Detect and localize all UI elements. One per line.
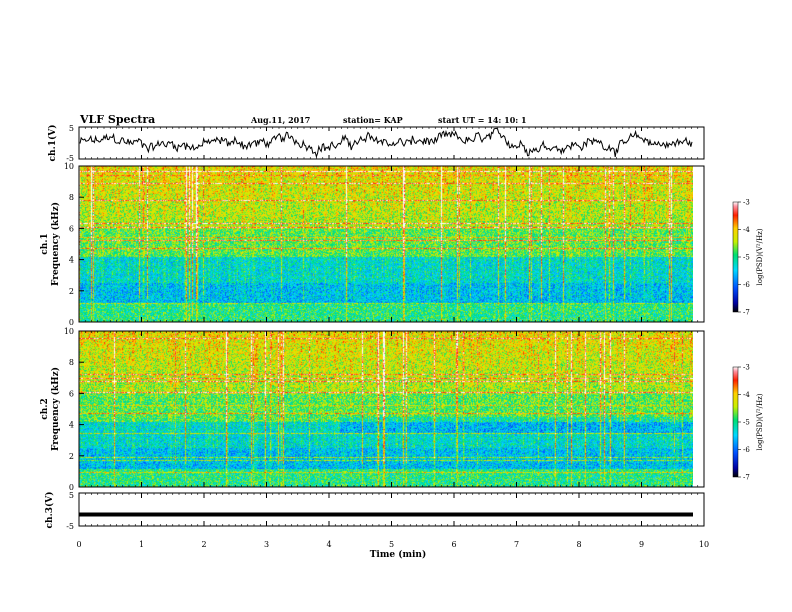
ch2-spectrogram-image: [79, 331, 693, 487]
x-tick-label: 2: [201, 540, 206, 549]
ch3-waveform-ylabel: ch.3(V): [44, 492, 55, 529]
x-tick-label: 6: [451, 540, 456, 549]
x-tick-label: 3: [264, 540, 269, 549]
ch1-spectrogram-channel-label: ch.1: [40, 233, 50, 254]
colorbar-tick-label: -6: [743, 281, 750, 289]
ch1-spectrogram-image: [79, 166, 693, 322]
ch1-waveform-line: [79, 127, 693, 159]
freq-tick-label: 4: [69, 421, 74, 430]
ch2-spectrogram-ylabel: Frequency (kHz): [50, 367, 61, 451]
freq-tick-label: 6: [69, 389, 74, 398]
freq-tick-label: 0: [69, 318, 74, 327]
colorbar-tick-label: -4: [743, 391, 750, 399]
spec1-raster: [79, 166, 693, 322]
station-label: station= KAP: [343, 115, 403, 125]
ch1-spectrogram-panel: ch.1 Frequency (kHz) 0 2 4 6 8 10: [40, 162, 705, 327]
ch1-ytick-bottom: -5: [66, 154, 74, 163]
freq-tick-label: 6: [69, 224, 74, 233]
ch3-waveform-panel: 5 -5 ch.3(V): [44, 491, 705, 531]
ch2-colorbar-label: log(PSD)(V²/Hz): [756, 393, 764, 450]
ch2-spectrogram-panel: ch.2 Frequency (kHz) 0 2 4 6 8 10: [40, 327, 705, 492]
ch2-spectrogram-channel-label: ch.2: [40, 398, 50, 419]
colorbar-tick-label: -5: [743, 254, 750, 262]
ch1-colorbar: -3 -4 -5 -6 -7 log(PSD)(V²/Hz): [732, 199, 764, 317]
x-tick-label: 0: [76, 540, 81, 549]
ch1-waveform-ylabel: ch.1(V): [47, 125, 58, 162]
freq-tick-label: 8: [69, 193, 74, 202]
x-tick-label: 8: [576, 540, 581, 549]
ch1-spectrogram-ylabel: Frequency (kHz): [50, 202, 61, 286]
x-tick-label: 4: [326, 540, 331, 549]
colorbar-tick-label: -3: [743, 199, 750, 207]
freq-tick-label: 0: [69, 483, 74, 492]
x-tick-label: 10: [699, 540, 709, 549]
colorbar-tick-label: -5: [743, 419, 750, 427]
x-axis: 0 1 2 3 4 5 6 7 8 9 10: [76, 127, 709, 549]
date-label: Aug.11, 2017: [250, 115, 310, 125]
x-tick-label: 9: [639, 540, 644, 549]
freq-tick-label: 2: [69, 287, 74, 296]
spec2-raster: [79, 331, 693, 487]
figure-title: VLF Spectra: [79, 113, 155, 126]
colorbar-tick-label: -7: [743, 474, 750, 482]
ch2-colorbar: -3 -4 -5 -6 -7 log(PSD)(V²/Hz): [732, 364, 764, 482]
freq-tick-label: 4: [69, 256, 74, 265]
x-tick-label: 5: [389, 540, 394, 549]
freq-tick-label: 8: [69, 358, 74, 367]
ch3-ytick-top: 5: [69, 491, 74, 500]
ch1-colorbar-label: log(PSD)(V²/Hz): [756, 228, 764, 285]
ch3-ytick-bottom: -5: [66, 522, 74, 531]
x-tick-label: 1: [139, 540, 144, 549]
x-tick-label: 7: [514, 540, 519, 549]
start-time-label: start UT = 14: 10: 1: [438, 115, 527, 125]
colorbar-tick-label: -7: [743, 309, 750, 317]
colorbar-tick-label: -3: [743, 364, 750, 372]
colorbar-tick-label: -6: [743, 446, 750, 454]
ch1-ytick-top: 5: [69, 124, 74, 133]
freq-tick-label: 10: [64, 327, 74, 336]
colorbar-tick-label: -4: [743, 226, 750, 234]
freq-tick-label: 10: [64, 162, 74, 171]
x-axis-label: Time (min): [370, 549, 427, 560]
freq-tick-label: 2: [69, 452, 74, 461]
ch1-waveform-panel: 5 -5 ch.1(V): [47, 124, 705, 163]
